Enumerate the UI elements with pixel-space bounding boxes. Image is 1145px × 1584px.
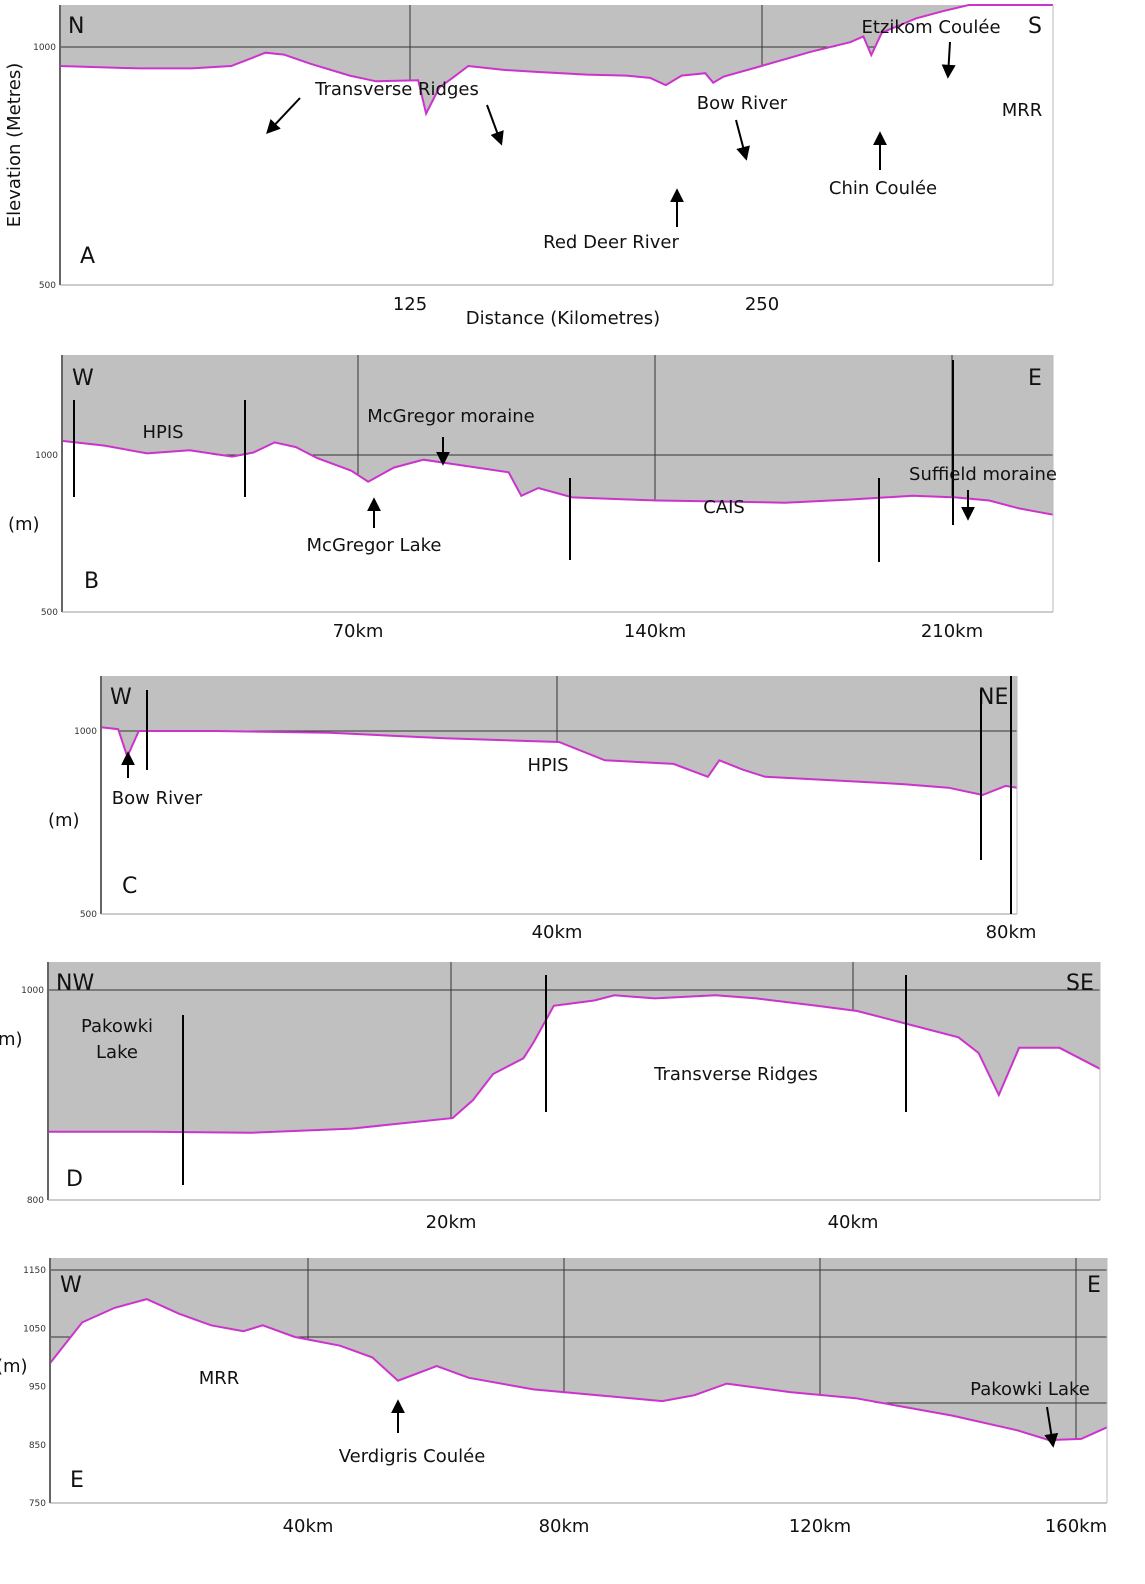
annotation-label: Etzikom Coulée — [861, 17, 1000, 38]
y-tick-label: 1000 — [21, 986, 44, 996]
annotation-label: CAIS — [703, 497, 745, 518]
annotation-label: Bow River — [112, 788, 203, 809]
x-tick-label: 250 — [745, 294, 779, 315]
profile-panel-a: 1000 500 125 250 Distance (Kilometres) Elevat… — [4, 4, 1054, 329]
direction-label-right: SE — [1066, 971, 1094, 996]
direction-label-left: N — [68, 14, 84, 39]
direction-label-right: E — [1087, 1273, 1101, 1298]
annotation-label: Pakowki Lake — [970, 1379, 1090, 1400]
profile-panel-c: 1000 500 40km 80km (m) W NE C Bow River HPIS — [48, 676, 1036, 943]
y-axis-label: (m) — [8, 514, 40, 535]
annotation-line: Pakowki — [81, 1016, 153, 1037]
ground-area — [101, 728, 1017, 914]
elevation-profile-line — [100, 726, 1018, 797]
y-axis-label: (m) — [0, 1356, 28, 1377]
annotation-label: McGregor Lake — [307, 535, 442, 556]
x-tick-label: 140km — [624, 621, 686, 642]
x-tick-label: 70km — [333, 621, 384, 642]
sky-area — [62, 355, 1053, 515]
y-tick-label: 750 — [29, 1499, 46, 1509]
annotation-label: Bow River — [697, 93, 788, 114]
annotation-label: HPIS — [142, 422, 183, 443]
x-tick-label: 20km — [426, 1212, 477, 1233]
panel-letter: D — [66, 1167, 83, 1192]
annotation-label: Transverse Ridges — [314, 79, 479, 100]
x-tick-label: 40km — [828, 1212, 879, 1233]
annotation-label: MRR — [199, 1368, 240, 1389]
ground-area — [50, 1300, 1107, 1503]
profile-panel-d: 1000 800 20km 40km m) NW SE D Pakowki Lake Transve… — [0, 962, 1101, 1233]
y-tick-label: 1150 — [23, 1266, 46, 1276]
direction-label-left: W — [60, 1273, 82, 1298]
annotation-arrow — [486, 104, 504, 146]
direction-label-left: NW — [56, 971, 94, 996]
y-tick-label: 500 — [39, 281, 56, 291]
y-tick-label: 950 — [29, 1383, 46, 1393]
annotation-label: Red Deer River — [543, 232, 679, 253]
sky-area — [48, 962, 1100, 1133]
profile-panel-e: 1150 1050 950 850 750 40km 80km 120km 160km (m) W E… — [0, 1258, 1108, 1537]
y-tick-label: 850 — [29, 1441, 46, 1451]
annotation-arrow — [941, 41, 956, 79]
sky-area — [60, 5, 1053, 114]
direction-label-left: W — [110, 685, 132, 710]
x-axis-label: Distance (Kilometres) — [466, 308, 660, 329]
elevation-profile-line — [49, 1298, 1108, 1442]
annotation-line: Lake — [96, 1042, 138, 1063]
y-axis-label: (m) — [48, 810, 80, 831]
x-tick-label: 160km — [1045, 1516, 1107, 1537]
direction-label-left: W — [72, 366, 94, 391]
x-tick-label: 80km — [539, 1516, 590, 1537]
y-tick-label: 800 — [27, 1196, 44, 1206]
profile-panel-b: 1000 500 70km 140km 210km (m) W E B HPIS McGregor … — [8, 355, 1057, 642]
annotation-arrow — [266, 97, 301, 135]
direction-label-right: S — [1028, 14, 1042, 39]
y-tick-label: 500 — [41, 608, 58, 618]
annotation-label: Verdigris Coulée — [339, 1446, 486, 1467]
annotation-arrow — [735, 119, 750, 161]
annotation-label: MRR — [1002, 100, 1043, 121]
annotation-label: Pakowki Lake — [81, 1016, 153, 1063]
x-tick-label: 40km — [283, 1516, 334, 1537]
annotation-label: HPIS — [527, 755, 568, 776]
y-axis-label: Elevation (Metres) — [4, 63, 25, 228]
panel-letter: A — [80, 244, 95, 269]
x-tick-label: 40km — [532, 922, 583, 943]
annotation-label: Transverse Ridges — [653, 1064, 818, 1085]
elevation-profile-line — [48, 994, 1101, 1134]
ground-area — [60, 6, 1053, 285]
sky-area — [50, 1258, 1107, 1441]
x-tick-label: 80km — [986, 922, 1037, 943]
y-tick-label: 1000 — [74, 727, 97, 737]
panel-letter: B — [84, 569, 99, 594]
sky-area — [101, 676, 1017, 795]
panel-letter: E — [70, 1468, 84, 1493]
y-tick-label: 1050 — [23, 1324, 46, 1334]
annotation-label: Chin Coulée — [829, 178, 937, 199]
panel-letter: C — [122, 874, 137, 899]
elevation-profile-line — [61, 439, 1054, 516]
direction-label-right: E — [1028, 366, 1042, 391]
y-tick-label: 1000 — [33, 43, 56, 53]
annotation-label: Suffield moraine — [909, 464, 1057, 485]
annotation-label: McGregor moraine — [367, 406, 534, 427]
x-tick-label: 120km — [789, 1516, 851, 1537]
direction-label-right: NE — [978, 685, 1008, 710]
y-axis-label: m) — [0, 1029, 23, 1050]
annotation-arrow — [1044, 1406, 1059, 1448]
elevation-profile-line — [59, 4, 1053, 117]
ground-area — [48, 996, 1100, 1200]
ground-area — [62, 441, 1053, 612]
y-tick-label: 1000 — [35, 451, 58, 461]
x-tick-label: 125 — [393, 294, 427, 315]
y-tick-label: 500 — [80, 910, 97, 920]
x-tick-label: 210km — [921, 621, 983, 642]
